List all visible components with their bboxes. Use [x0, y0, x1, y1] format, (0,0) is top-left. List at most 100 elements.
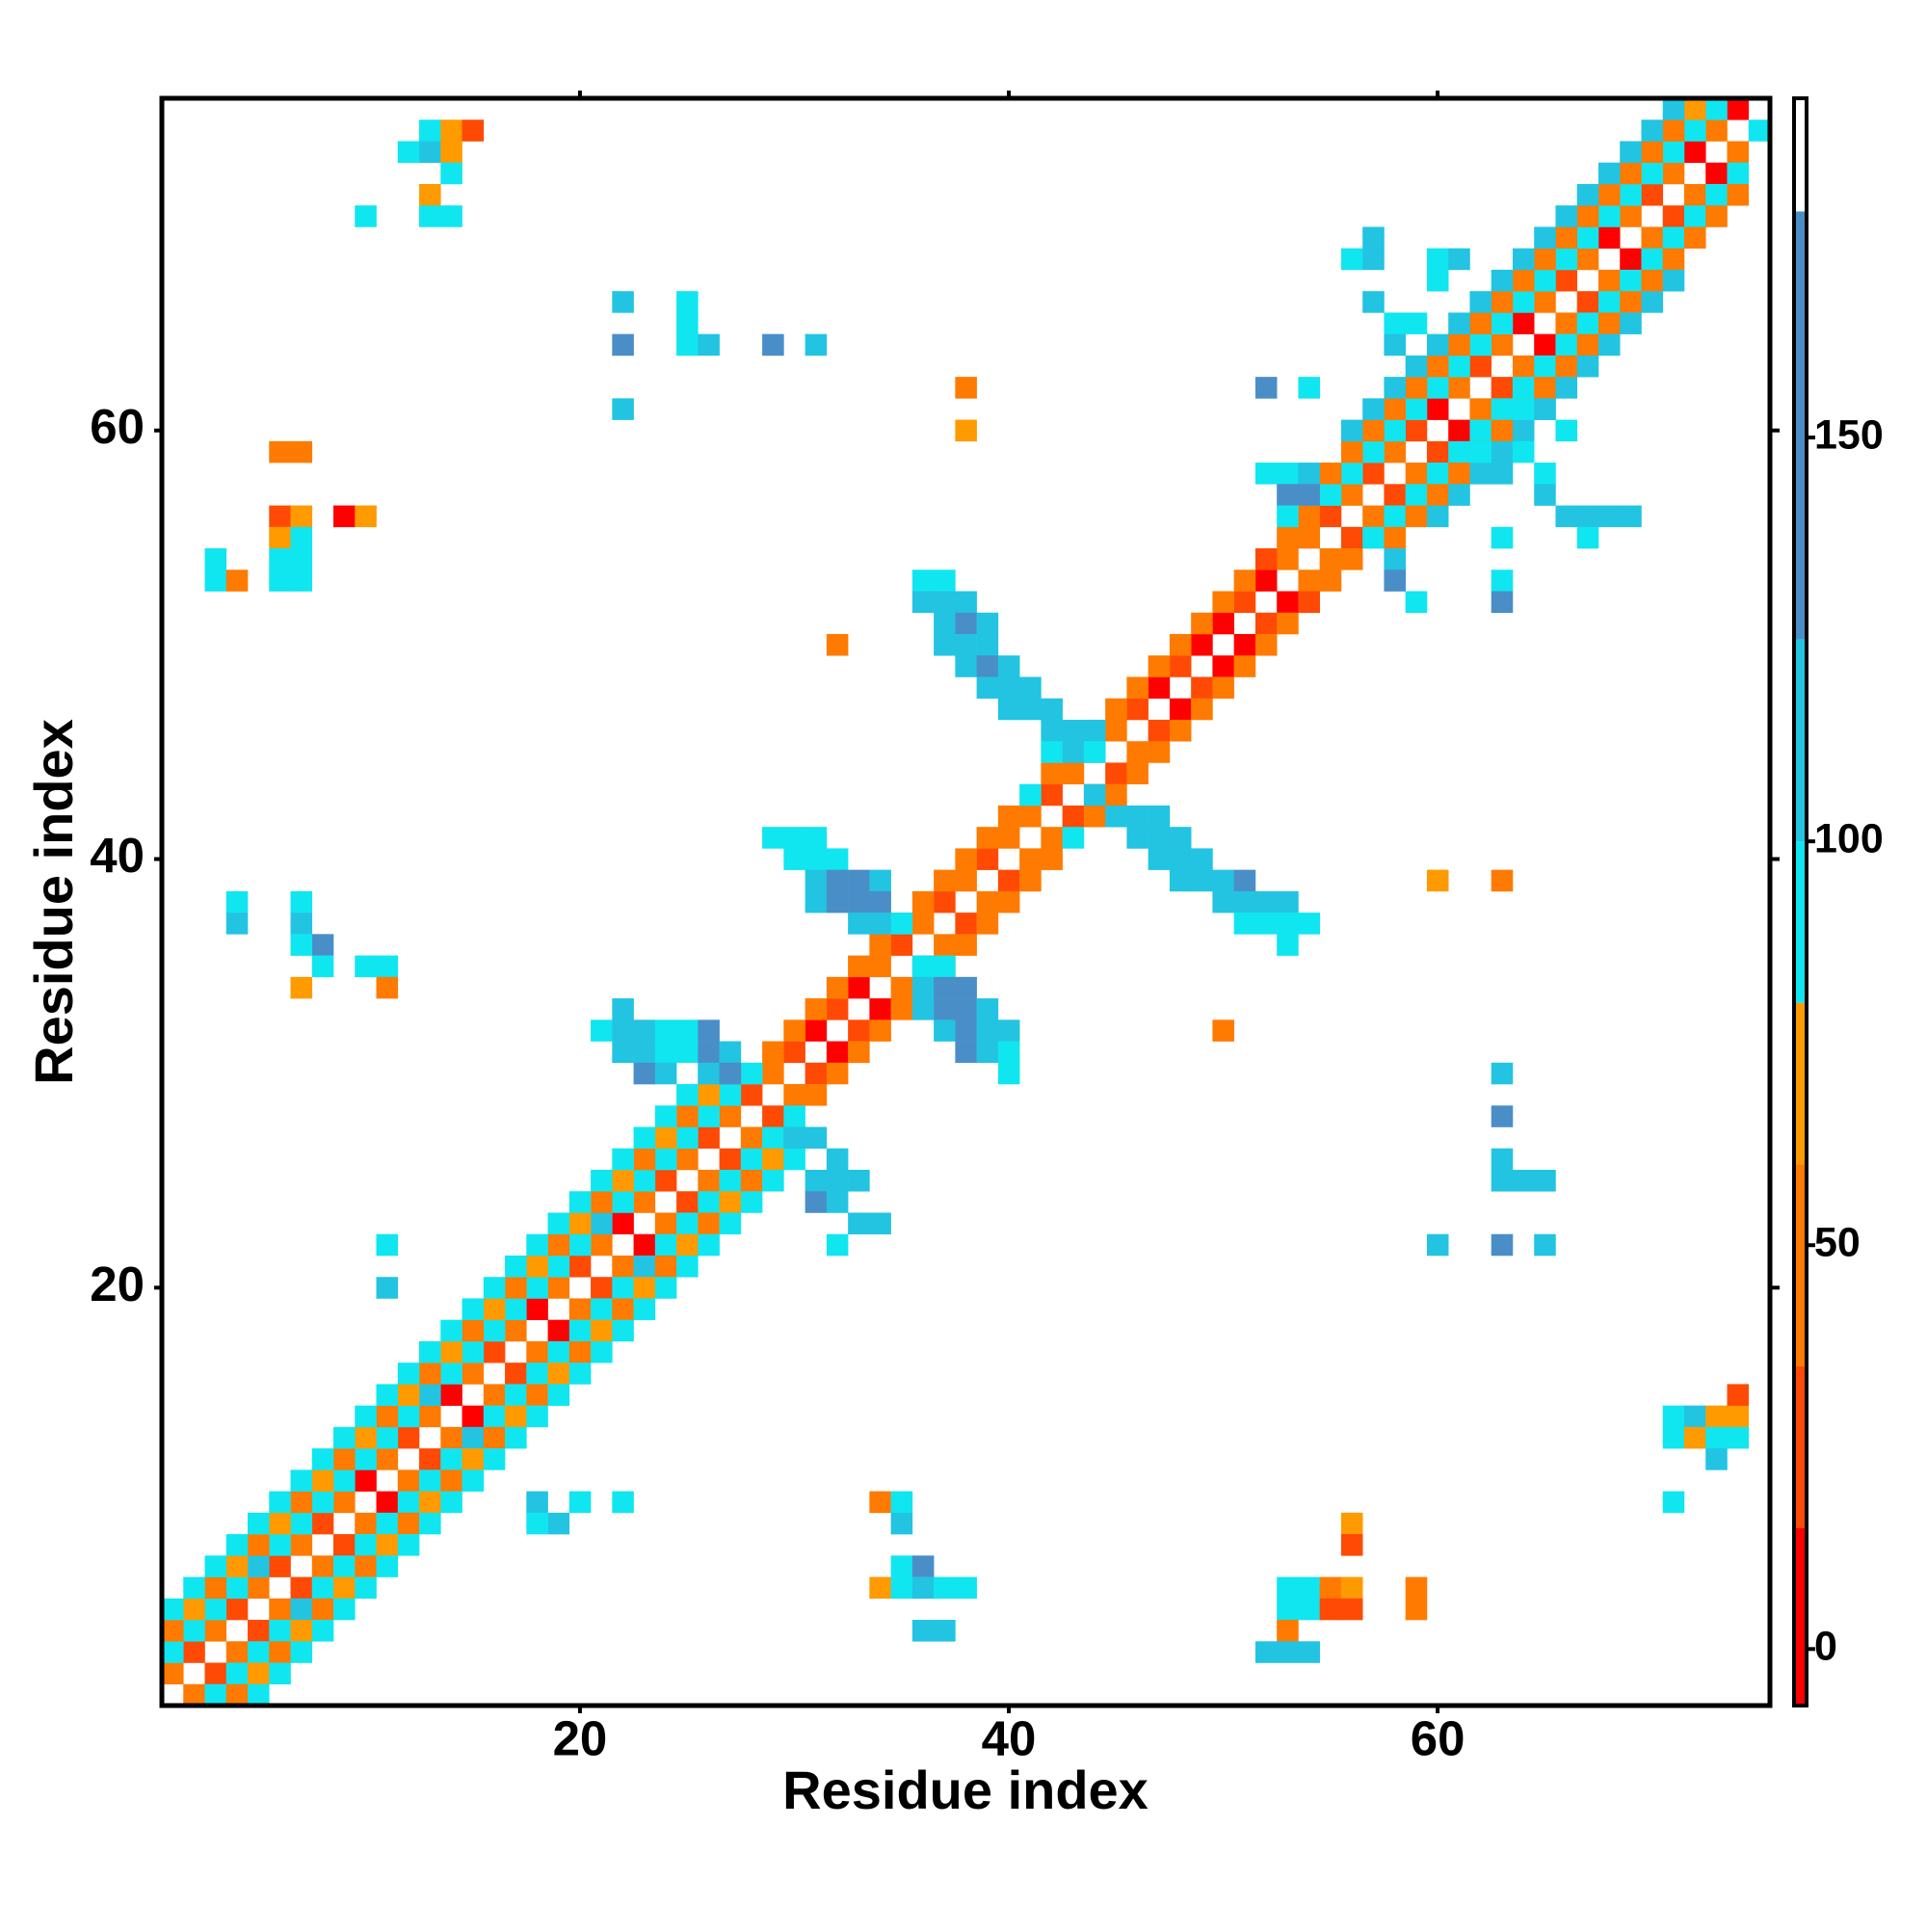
- heatmap-cell: [526, 1384, 548, 1406]
- heatmap-cell: [1126, 762, 1148, 784]
- heatmap-cell: [568, 1298, 592, 1320]
- colorbar-bin: [1794, 1002, 1807, 1165]
- heatmap-cell: [1683, 119, 1706, 142]
- heatmap-cell: [654, 1019, 677, 1042]
- heatmap-cell: [698, 1041, 720, 1064]
- heatmap-cell: [654, 1277, 677, 1299]
- heatmap-cell: [698, 333, 720, 357]
- heatmap-cell: [826, 998, 849, 1020]
- heatmap-cell: [248, 1534, 270, 1556]
- heatmap-cell: [1534, 269, 1556, 292]
- heatmap-cell: [1620, 291, 1642, 313]
- heatmap-cell: [225, 1683, 249, 1707]
- heatmap-cell: [183, 1641, 205, 1663]
- heatmap-cell: [1254, 548, 1278, 570]
- colorbar-tick-label: 100: [1814, 815, 1884, 861]
- heatmap-cell: [1727, 98, 1750, 120]
- heatmap-cell: [1062, 805, 1085, 828]
- heatmap-cell: [376, 1534, 399, 1556]
- colorbar-tick-label: 50: [1814, 1220, 1861, 1266]
- heatmap-cell: [1233, 890, 1256, 913]
- heatmap-cell: [955, 377, 977, 399]
- heatmap-cell: [1340, 463, 1363, 485]
- heatmap-cell: [462, 1340, 485, 1363]
- heatmap-cell: [633, 1062, 656, 1085]
- heatmap-cell: [1491, 440, 1514, 463]
- heatmap-cell: [290, 569, 313, 592]
- heatmap-cell: [1597, 291, 1621, 313]
- heatmap-cell: [1169, 869, 1192, 892]
- heatmap-cell: [1705, 1448, 1728, 1470]
- heatmap-cell: [1491, 869, 1514, 892]
- heatmap-cell: [1426, 333, 1449, 357]
- heatmap-cell: [1340, 484, 1363, 506]
- heatmap-cell: [890, 998, 913, 1020]
- heatmap-cell: [1126, 741, 1148, 763]
- heatmap-cell: [183, 1576, 205, 1600]
- heatmap-cell: [1298, 505, 1320, 528]
- heatmap-cell: [333, 1598, 356, 1621]
- heatmap-cell: [1298, 463, 1320, 485]
- heatmap-cell: [1233, 591, 1256, 614]
- heatmap-cell: [955, 591, 977, 614]
- heatmap-cell: [591, 1170, 613, 1192]
- heatmap-cell: [419, 1340, 441, 1363]
- heatmap-cell: [1426, 398, 1449, 420]
- heatmap-cell: [376, 976, 399, 999]
- heatmap-cell: [1448, 248, 1470, 271]
- heatmap-cell: [269, 1641, 291, 1663]
- heatmap-cell: [1254, 377, 1278, 399]
- heatmap-cell: [1019, 869, 1042, 892]
- heatmap-cell: [1362, 505, 1385, 528]
- heatmap-cell: [333, 1469, 356, 1492]
- colorbar-bin: [1794, 98, 1807, 212]
- heatmap-cell: [1705, 119, 1728, 142]
- heatmap-cell: [654, 1148, 677, 1171]
- heatmap-cell: [1662, 269, 1685, 292]
- heatmap-cell: [762, 1062, 784, 1085]
- heatmap-cell: [955, 612, 977, 635]
- heatmap-cell: [1277, 934, 1299, 956]
- heatmap-cell: [1148, 655, 1171, 677]
- heatmap-cell: [1126, 805, 1148, 828]
- heatmap-cell: [826, 1062, 849, 1085]
- heatmap-cell: [419, 1363, 441, 1385]
- heatmap-cell: [1512, 398, 1535, 420]
- heatmap-cell: [612, 1019, 634, 1042]
- heatmap-cell: [419, 119, 441, 142]
- heatmap-cell: [591, 1340, 613, 1363]
- heatmap-cell: [1384, 548, 1406, 570]
- heatmap-cell: [1512, 248, 1535, 271]
- heatmap-cell: [269, 1512, 291, 1535]
- heatmap-cell: [1534, 355, 1556, 378]
- heatmap-cell: [333, 1576, 356, 1600]
- heatmap-cell: [225, 1641, 249, 1663]
- heatmap-cell: [976, 676, 999, 700]
- heatmap-cell: [612, 1170, 634, 1192]
- heatmap-cell: [869, 1019, 891, 1042]
- heatmap-cell: [1512, 440, 1535, 463]
- heatmap-cell: [1191, 848, 1213, 870]
- heatmap-cell: [248, 1555, 270, 1577]
- heatmap-cell: [1062, 719, 1085, 742]
- heatmap-cell: [1491, 569, 1514, 592]
- heatmap-cell: [568, 1255, 592, 1278]
- heatmap-cell: [1254, 634, 1278, 656]
- heatmap-cell: [1705, 205, 1728, 227]
- heatmap-cell: [740, 1148, 763, 1171]
- heatmap-cell: [591, 1233, 613, 1257]
- heatmap-cell: [376, 1512, 399, 1535]
- heatmap-cell: [1019, 676, 1042, 700]
- heatmap-cell: [547, 1384, 570, 1406]
- heatmap-cell: [568, 1363, 592, 1385]
- heatmap-cell: [333, 1534, 356, 1556]
- heatmap-cell: [1191, 676, 1213, 700]
- heatmap-cell: [1469, 398, 1492, 420]
- heatmap-cell: [183, 1683, 205, 1707]
- heatmap-cell: [397, 1426, 420, 1449]
- heatmap-cell: [633, 1233, 656, 1257]
- heatmap-cell: [376, 1491, 399, 1514]
- heatmap-cell: [526, 1233, 548, 1257]
- heatmap-cell: [505, 1426, 527, 1449]
- heatmap-cell: [1169, 719, 1192, 742]
